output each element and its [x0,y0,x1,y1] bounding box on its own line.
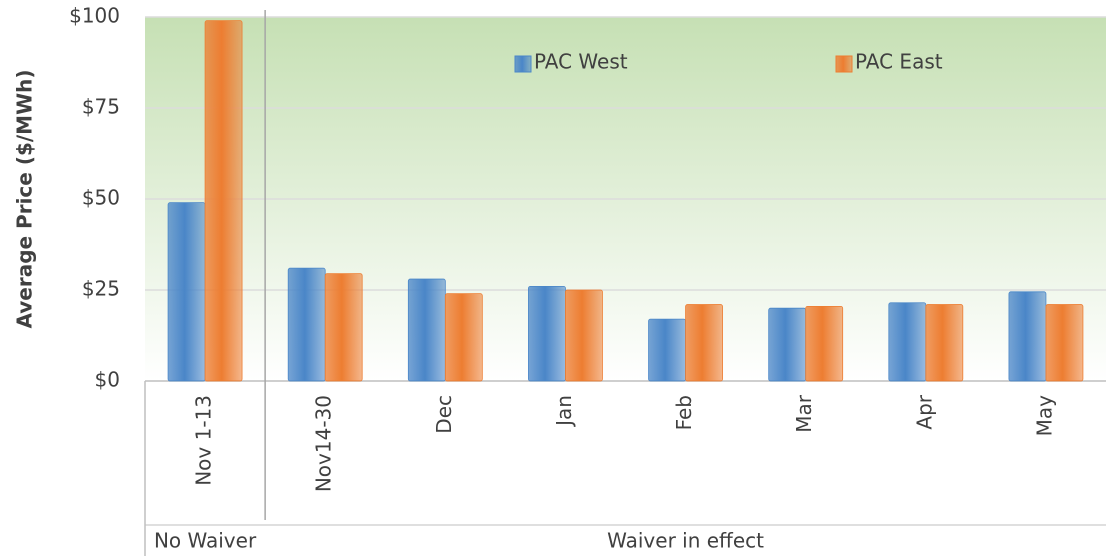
x-tick-label: Mar [792,394,816,433]
bar [528,285,566,382]
legend-label: PAC West [534,50,628,74]
legend-label: PAC East [855,50,943,74]
bar [324,273,363,382]
bar [1045,304,1084,382]
x-tick-label: Apr [912,394,936,429]
bar [888,302,927,382]
group-label: Waiver in effect [607,529,764,553]
x-tick-label: Nov 1-13 [192,395,216,486]
legend-swatch [514,55,532,73]
y-tick-label: $75 [82,95,120,119]
y-tick-label: $25 [82,277,120,301]
x-tick-label: Feb [672,395,696,430]
bar [648,318,686,382]
y-tick-label: $50 [82,186,120,210]
bar [565,289,603,382]
y-axis-label: Average Price ($/MWh) [13,69,37,328]
x-tick-label: Nov14-30 [312,395,336,492]
y-tick-label: $0 [95,368,120,392]
bar [925,304,964,382]
y-tick-label: $100 [69,4,120,28]
bar [287,267,326,382]
bar [444,293,483,382]
bar [685,304,723,382]
bar [768,307,807,382]
legend-swatch [835,55,853,73]
x-tick-label: Jan [552,395,576,428]
bar [204,20,243,382]
bar [407,278,446,382]
group-label: No Waiver [154,529,257,553]
bar [805,305,844,382]
x-tick-label: May [1032,395,1056,437]
bar [1008,291,1047,382]
x-tick-label: Dec [432,395,456,434]
bar [167,202,206,382]
